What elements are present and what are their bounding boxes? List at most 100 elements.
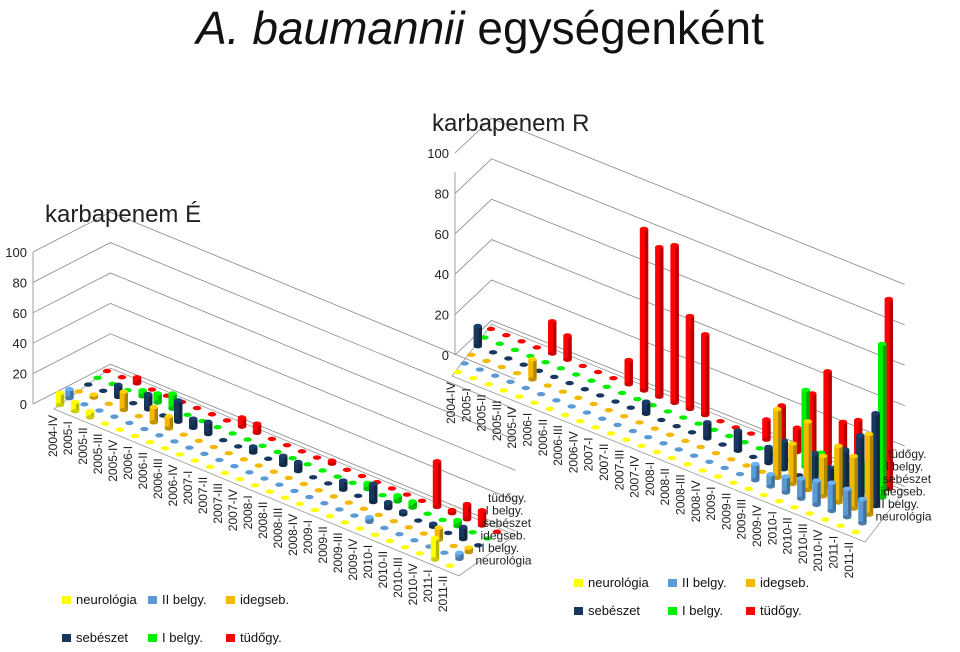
bar-II belgy.-2005-I <box>475 367 485 372</box>
bar-neurológia-2011-I <box>430 536 440 562</box>
bar-body <box>204 421 213 435</box>
bar-body <box>823 371 832 465</box>
bar-base <box>204 431 213 437</box>
legend-label: neurológia <box>588 575 649 590</box>
bar-zero <box>100 421 110 426</box>
bar-zero <box>506 379 515 385</box>
bar-zero <box>606 431 616 436</box>
bar-I belgy.-2008-IV <box>333 474 342 479</box>
bar-top <box>670 243 679 248</box>
bar-tüdőgy.-2007-I <box>237 415 247 429</box>
bar-zero <box>235 476 245 482</box>
bar-base <box>788 481 797 487</box>
bar-neurológia-2010-IV <box>415 551 425 556</box>
bar-base <box>842 514 852 520</box>
bar-neurológia-2008-I <box>250 483 260 488</box>
bar-zero <box>192 405 202 411</box>
bar-tüdőgy.-2009-III <box>387 486 397 491</box>
bar-top <box>703 420 712 425</box>
bar-top <box>797 476 806 481</box>
bar-neurológia-2005-III <box>499 388 509 393</box>
bar-zero <box>438 517 447 523</box>
x-tick-label: 2006-IV <box>166 464 180 506</box>
bar-zero <box>492 529 502 534</box>
bar-I belgy.-2006-IV <box>213 425 222 430</box>
bar-II belgy.-2009-IV <box>365 515 374 524</box>
bar-shade <box>209 421 213 435</box>
bar-zero <box>648 403 657 408</box>
bar-base <box>685 406 695 412</box>
bar-idegseb.-2005-I <box>89 392 99 400</box>
bar-II belgy.-2010-III <box>410 538 419 543</box>
bar-idegseb.-2007-IV <box>650 426 659 431</box>
bar-neurológia-2009-IV <box>355 526 365 531</box>
x-tick-label: 2011-II <box>842 542 856 578</box>
bar-top <box>762 417 771 422</box>
bar-zero <box>755 446 764 451</box>
bar-I belgy.-2007-IV <box>273 449 282 455</box>
bar-idegseb.-2010-IV <box>834 443 843 505</box>
bar-zero <box>207 412 217 417</box>
legend-swatch <box>226 596 235 604</box>
bar-zero <box>228 431 237 436</box>
bar-top <box>477 508 487 513</box>
bar-base <box>432 504 442 510</box>
bar-I belgy.-2009-III <box>378 493 387 498</box>
bar-I belgy.-2006-IV <box>602 384 611 389</box>
bar-shade <box>398 495 402 502</box>
bar-zero <box>552 398 561 403</box>
bar-shade <box>137 377 142 384</box>
bar-neurológia-2006-III <box>560 412 570 418</box>
bar-shade <box>435 538 440 560</box>
bar-zero <box>258 443 267 448</box>
x-tick-label: 2010-IV <box>406 563 420 605</box>
bar-I belgy.-2008-I <box>679 415 688 420</box>
bar-zero <box>672 423 681 429</box>
bar-body <box>408 501 417 508</box>
bar-base <box>864 512 874 517</box>
legend-item: idegseb. <box>226 592 289 607</box>
bar-zero <box>445 563 455 568</box>
bar-tüdőgy.-2007-IV <box>282 442 292 448</box>
bar-zero <box>297 449 307 454</box>
bar-top <box>764 444 773 450</box>
bar-body <box>764 446 773 464</box>
bar-top <box>453 517 462 523</box>
bar-top <box>864 431 874 437</box>
bar-zero <box>545 406 554 412</box>
bar-tüdőgy.-2005-I <box>502 332 511 338</box>
bar-zero <box>175 452 185 457</box>
bar-neurológia-2009-I <box>713 474 723 479</box>
bar-base <box>528 377 537 382</box>
bar-zero <box>637 443 646 448</box>
bar-zero <box>530 400 539 405</box>
bar-neurológia-2011-II <box>851 529 860 535</box>
legend-label: idegseb. <box>240 592 289 607</box>
bar-shade <box>194 418 198 428</box>
bar-shade <box>802 478 806 499</box>
bar-neurológia-2008-III <box>683 462 692 467</box>
bar-tüdőgy.-2008-II <box>701 332 710 418</box>
bar-shade <box>861 435 865 500</box>
bar-zero <box>359 506 368 512</box>
y-tick-label: 0 <box>20 397 27 412</box>
bar-zero <box>309 475 318 480</box>
bar-base <box>459 536 468 542</box>
bar-shade <box>482 510 487 526</box>
bar-shade <box>464 526 468 540</box>
bar-idegseb.-2005-I <box>482 358 491 364</box>
bar-zero <box>370 532 380 537</box>
gridline <box>32 302 516 471</box>
bar-zero <box>659 441 668 446</box>
bar-top <box>65 386 74 392</box>
bar-II belgy.-2010-II <box>395 531 404 537</box>
bar-II belgy.-2008-IV <box>305 494 314 500</box>
bar-shade <box>793 443 797 484</box>
bar-zero <box>681 438 690 444</box>
bar-I belgy.-2007-II <box>243 437 252 442</box>
x-tick-label: 2008-IV <box>689 480 703 522</box>
bar-body <box>393 495 402 502</box>
bar-II belgy.-2009-II <box>335 507 344 512</box>
bar-II belgy.-2005-I <box>80 402 89 407</box>
